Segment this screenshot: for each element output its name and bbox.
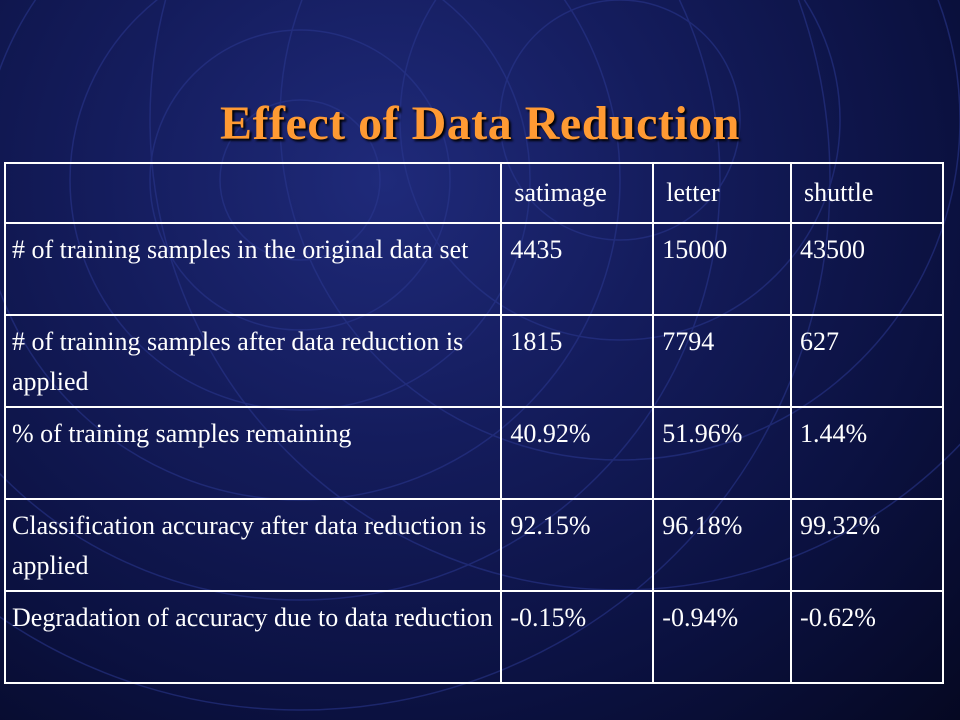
table-row: Classification accuracy after data reduc… bbox=[3, 498, 944, 592]
cell-shuttle: 43500 bbox=[790, 222, 944, 316]
header-cell-letter: letter bbox=[652, 162, 793, 224]
table-row: % of training samples remaining 40.92% 5… bbox=[3, 406, 944, 500]
header-cell-satimage: satimage bbox=[500, 162, 655, 224]
cell-letter: 96.18% bbox=[652, 498, 793, 592]
cell-letter: 7794 bbox=[652, 314, 793, 408]
cell-shuttle: 627 bbox=[790, 314, 944, 408]
row-label: # of training samples in the original da… bbox=[3, 222, 503, 316]
cell-satimage: 1815 bbox=[500, 314, 655, 408]
table-row: Degradation of accuracy due to data redu… bbox=[3, 590, 944, 684]
row-label: Classification accuracy after data reduc… bbox=[3, 498, 503, 592]
row-label: Degradation of accuracy due to data redu… bbox=[3, 590, 503, 684]
table-row: # of training samples in the original da… bbox=[3, 222, 944, 316]
row-label: # of training samples after data reducti… bbox=[3, 314, 503, 408]
header-cell-shuttle: shuttle bbox=[790, 162, 944, 224]
cell-letter: 15000 bbox=[652, 222, 793, 316]
cell-satimage: 4435 bbox=[500, 222, 655, 316]
header-cell-empty bbox=[3, 162, 503, 224]
cell-letter: -0.94% bbox=[652, 590, 793, 684]
cell-shuttle: 99.32% bbox=[790, 498, 944, 592]
cell-satimage: 92.15% bbox=[500, 498, 655, 592]
row-label: % of training samples remaining bbox=[3, 406, 503, 500]
cell-letter: 51.96% bbox=[652, 406, 793, 500]
table-header-row: satimage letter shuttle bbox=[3, 162, 944, 224]
slide-title: Effect of Data Reduction bbox=[220, 97, 740, 150]
cell-satimage: 40.92% bbox=[500, 406, 655, 500]
cell-shuttle: -0.62% bbox=[790, 590, 944, 684]
table-row: # of training samples after data reducti… bbox=[3, 314, 944, 408]
cell-satimage: -0.15% bbox=[500, 590, 655, 684]
data-reduction-table: satimage letter shuttle # of training sa… bbox=[3, 162, 944, 684]
cell-shuttle: 1.44% bbox=[790, 406, 944, 500]
